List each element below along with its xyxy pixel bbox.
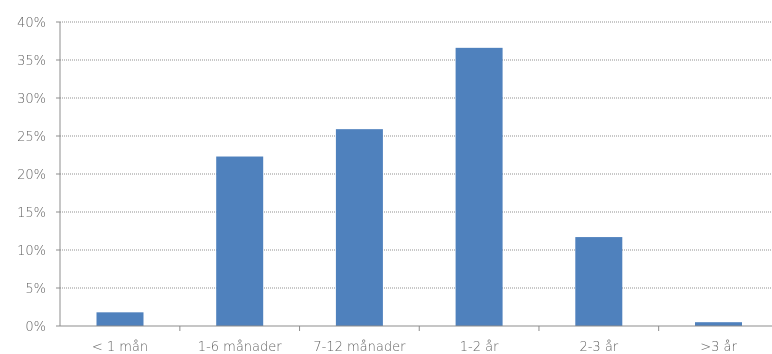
x-category-label: 1-6 månader	[198, 340, 282, 354]
y-tick-label: 25%	[17, 130, 46, 145]
bar	[575, 237, 623, 326]
x-category-label: 1-2 år	[460, 340, 499, 354]
y-tick-labels: 0% 5% 10% 15% 20% 25% 30% 35% 40%	[17, 16, 46, 335]
bar	[335, 129, 383, 326]
y-tick-label: 30%	[17, 92, 46, 107]
bar	[96, 312, 144, 326]
x-tick-labels: < 1 mån 1-6 månader 7-12 månader 1-2 år 2-3 …	[92, 340, 738, 354]
y-tick-label: 10%	[17, 244, 46, 259]
x-category-label: >3 år	[700, 340, 737, 354]
bars	[96, 47, 742, 327]
x-category-label: 7-12 månader	[313, 340, 406, 354]
y-tick-label: 20%	[17, 168, 46, 183]
grid-lines	[60, 21, 772, 289]
y-tick-label: 5%	[25, 282, 46, 297]
x-category-label: < 1 mån	[92, 340, 148, 354]
y-tick-label: 15%	[17, 206, 46, 221]
bar	[695, 322, 742, 326]
bar	[216, 156, 264, 326]
y-tick-label: 0%	[25, 320, 46, 335]
y-tick-label: 35%	[17, 54, 46, 69]
x-category-label: 2-3 år	[579, 340, 618, 354]
axes	[56, 21, 772, 331]
bar	[455, 47, 503, 327]
y-tick-label: 40%	[17, 16, 46, 31]
